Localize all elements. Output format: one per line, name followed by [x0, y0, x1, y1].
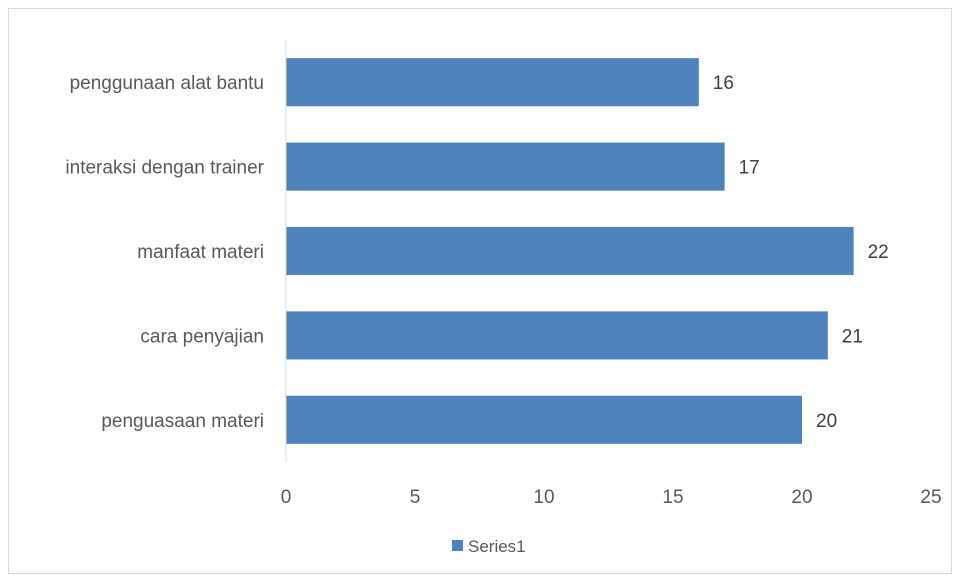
x-tick-label-2: 10: [533, 487, 554, 508]
category-label-0: penggunaan alat bantu: [70, 73, 264, 94]
bar-4: [286, 395, 802, 444]
data-label-3: 21: [842, 326, 863, 347]
x-tick-label-1: 5: [410, 487, 421, 508]
data-label-0: 16: [713, 73, 734, 94]
bar-3: [286, 311, 828, 360]
data-label-4: 20: [816, 411, 837, 432]
category-label-1: interaksi dengan trainer: [65, 158, 264, 179]
data-labels: 16 17 22 21 20: [713, 73, 889, 432]
x-tick-labels: 0 5 10 15 20 25: [281, 487, 942, 508]
bar-1: [286, 142, 725, 191]
x-tick-label-3: 15: [662, 487, 683, 508]
legend: Series1: [452, 537, 526, 556]
x-tick-label-4: 20: [791, 487, 812, 508]
data-label-1: 17: [739, 158, 760, 179]
category-label-4: penguasaan materi: [101, 411, 264, 432]
legend-swatch: [452, 540, 463, 551]
x-tick-label-0: 0: [281, 487, 292, 508]
category-label-3: cara penyajian: [140, 326, 264, 347]
bar-2: [286, 226, 854, 276]
x-tick-label-5: 25: [920, 487, 941, 508]
data-label-2: 22: [868, 242, 889, 263]
bars-group: [286, 58, 854, 444]
category-label-2: manfaat materi: [137, 242, 264, 263]
bar-0: [286, 58, 699, 107]
category-labels: penggunaan alat bantu interaksi dengan tr…: [65, 73, 264, 432]
legend-entry-series1: Series1: [468, 537, 526, 556]
